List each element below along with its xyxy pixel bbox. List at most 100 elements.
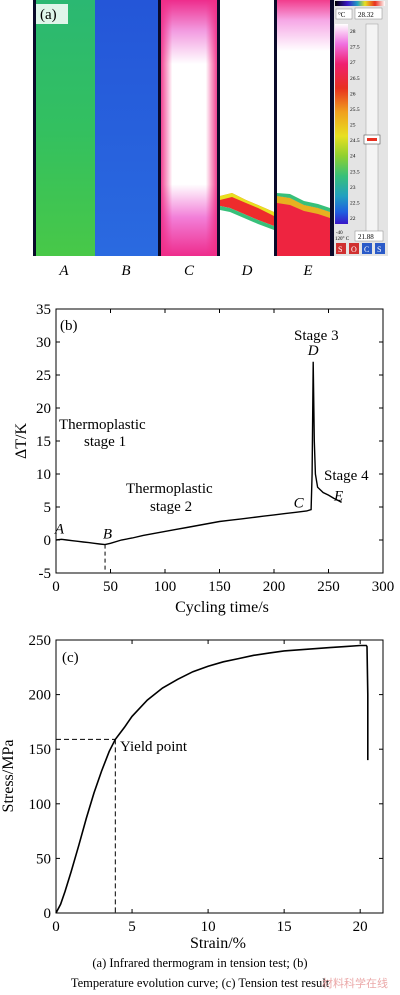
y-tick-label: 5 — [44, 500, 52, 516]
y-tick-label: 15 — [36, 434, 51, 450]
colorbar-tick-label: 23 — [350, 185, 356, 191]
level-marker — [367, 138, 377, 141]
yield-point-label: Yield point — [120, 739, 188, 755]
caption-line-1: (a) Infrared thermogram in tension test;… — [92, 956, 308, 970]
specimen-a-strip — [36, 0, 96, 256]
colorbar-tick-label: 22.5 — [350, 200, 360, 206]
s2-button[interactable] — [375, 243, 385, 254]
point-label-a: A — [54, 521, 65, 537]
temperature-series-line — [55, 361, 342, 546]
y-tick-label: 30 — [36, 335, 51, 351]
point-label-e: E — [333, 488, 343, 504]
palette-strip — [335, 1, 385, 6]
panel-a-label-box — [36, 4, 68, 24]
y-tick-label: 250 — [29, 633, 52, 649]
stage1-line1: Thermoplastic — [59, 417, 146, 433]
y-tick-label: 100 — [29, 797, 52, 813]
x-tick-label: 300 — [372, 579, 395, 595]
colorbar-tick-label: 26 — [350, 91, 356, 97]
c-button-label: C — [364, 245, 369, 254]
x-tick-label: 0 — [52, 919, 60, 935]
stage3-label: Stage 3 — [294, 328, 339, 344]
caption-line-2: Temperature evolution curve; (c) Tension… — [70, 976, 330, 990]
specimen-label-d: D — [241, 263, 253, 279]
y-tick-label: 0 — [44, 533, 52, 549]
x-axis-label-b: Cycling time/s — [175, 599, 269, 616]
stage4-label: Stage 4 — [324, 468, 369, 484]
point-labels-b: A B C D E — [54, 343, 343, 542]
y-axis-label-c: Stress/MPa — [0, 740, 17, 813]
specimen-label-e: E — [302, 263, 312, 279]
c-button[interactable] — [362, 243, 372, 254]
thermogram-panel: (a) °C 28.32 2827.52726.52625.52524.5242… — [33, 0, 388, 279]
y-tick-label: 10 — [36, 467, 51, 483]
colorbar-tick-label: 24.5 — [350, 138, 360, 144]
max-readout: 28.32 — [358, 11, 374, 19]
colorbar-tick-label: 25.5 — [350, 107, 360, 113]
o-button-label: O — [351, 245, 357, 254]
unit-label: °C — [338, 11, 346, 19]
point-label-b: B — [103, 527, 112, 543]
specimen-label-c: C — [184, 263, 195, 279]
plot-frame-c — [55, 639, 384, 914]
panel-c-label: (c) — [62, 650, 79, 666]
y-tick-label: 50 — [36, 851, 51, 867]
specimen-d-yellow-edge — [220, 193, 274, 216]
level-slider-track[interactable] — [365, 23, 379, 233]
min-readout-box — [354, 230, 384, 242]
y-tick-label: 200 — [29, 688, 52, 704]
o-button[interactable] — [349, 243, 359, 254]
specimen-d-hotband — [220, 193, 274, 226]
yield-guides — [56, 738, 116, 913]
panel-b-label: (b) — [60, 318, 78, 334]
colorbar-tick-label: 28 — [350, 29, 356, 35]
panel-a-label: (a) — [40, 7, 57, 23]
x-tick-label: 150 — [208, 579, 231, 595]
stage2-line1: Thermoplastic — [126, 481, 213, 497]
y-tick-label: 20 — [36, 401, 51, 417]
colorbar-tick-label: 26.5 — [350, 76, 360, 82]
specimen-b-strip — [95, 0, 158, 256]
x-tick-label: 10 — [201, 919, 216, 935]
stage2-line2: stage 2 — [150, 499, 192, 515]
y-tick-label: -5 — [39, 566, 52, 582]
x-tick-label: 0 — [52, 579, 60, 595]
y-tick-label: 35 — [36, 302, 51, 318]
s2-button-label: S — [377, 245, 381, 254]
x-tick-label: 250 — [317, 579, 340, 595]
watermark: 材料科学在线 — [322, 977, 388, 990]
x-tick-label: 15 — [277, 919, 292, 935]
colorbar-tick-label: 24 — [350, 154, 356, 160]
range-min-label: -40 — [336, 231, 343, 236]
colorbar-tick-label: 27 — [350, 60, 356, 66]
max-readout-box — [354, 7, 383, 20]
y-tick-label: 25 — [36, 368, 51, 384]
point-label-c: C — [294, 496, 305, 512]
stress-strain-line — [55, 644, 369, 914]
specimen-d-green-edge — [220, 206, 274, 230]
specimen-label-b: B — [121, 263, 130, 279]
x-tick-label: 50 — [103, 579, 118, 595]
point-label-d: D — [307, 343, 319, 359]
colorbar-tick-label: 22 — [350, 216, 356, 222]
s-button-label: S — [338, 245, 342, 254]
y-tick-label: 0 — [44, 906, 52, 922]
y-axis-label-b: ΔT/K — [13, 423, 30, 460]
toolbar-buttons: S O C S — [336, 243, 385, 254]
stage1-line2: stage 1 — [84, 434, 126, 450]
x-tick-label: 200 — [263, 579, 286, 595]
specimen-c-edge — [161, 0, 217, 256]
y-tick-label: 150 — [29, 742, 52, 758]
s-button[interactable] — [336, 243, 346, 254]
min-readout: 21.88 — [358, 233, 374, 241]
specimen-label-a: A — [58, 263, 69, 279]
range-max-label: 120° C — [335, 237, 350, 242]
colorbar-tick-label: 27.5 — [350, 45, 360, 51]
x-tick-label: 100 — [154, 579, 177, 595]
specimen-labels: A B C D E — [58, 263, 312, 279]
